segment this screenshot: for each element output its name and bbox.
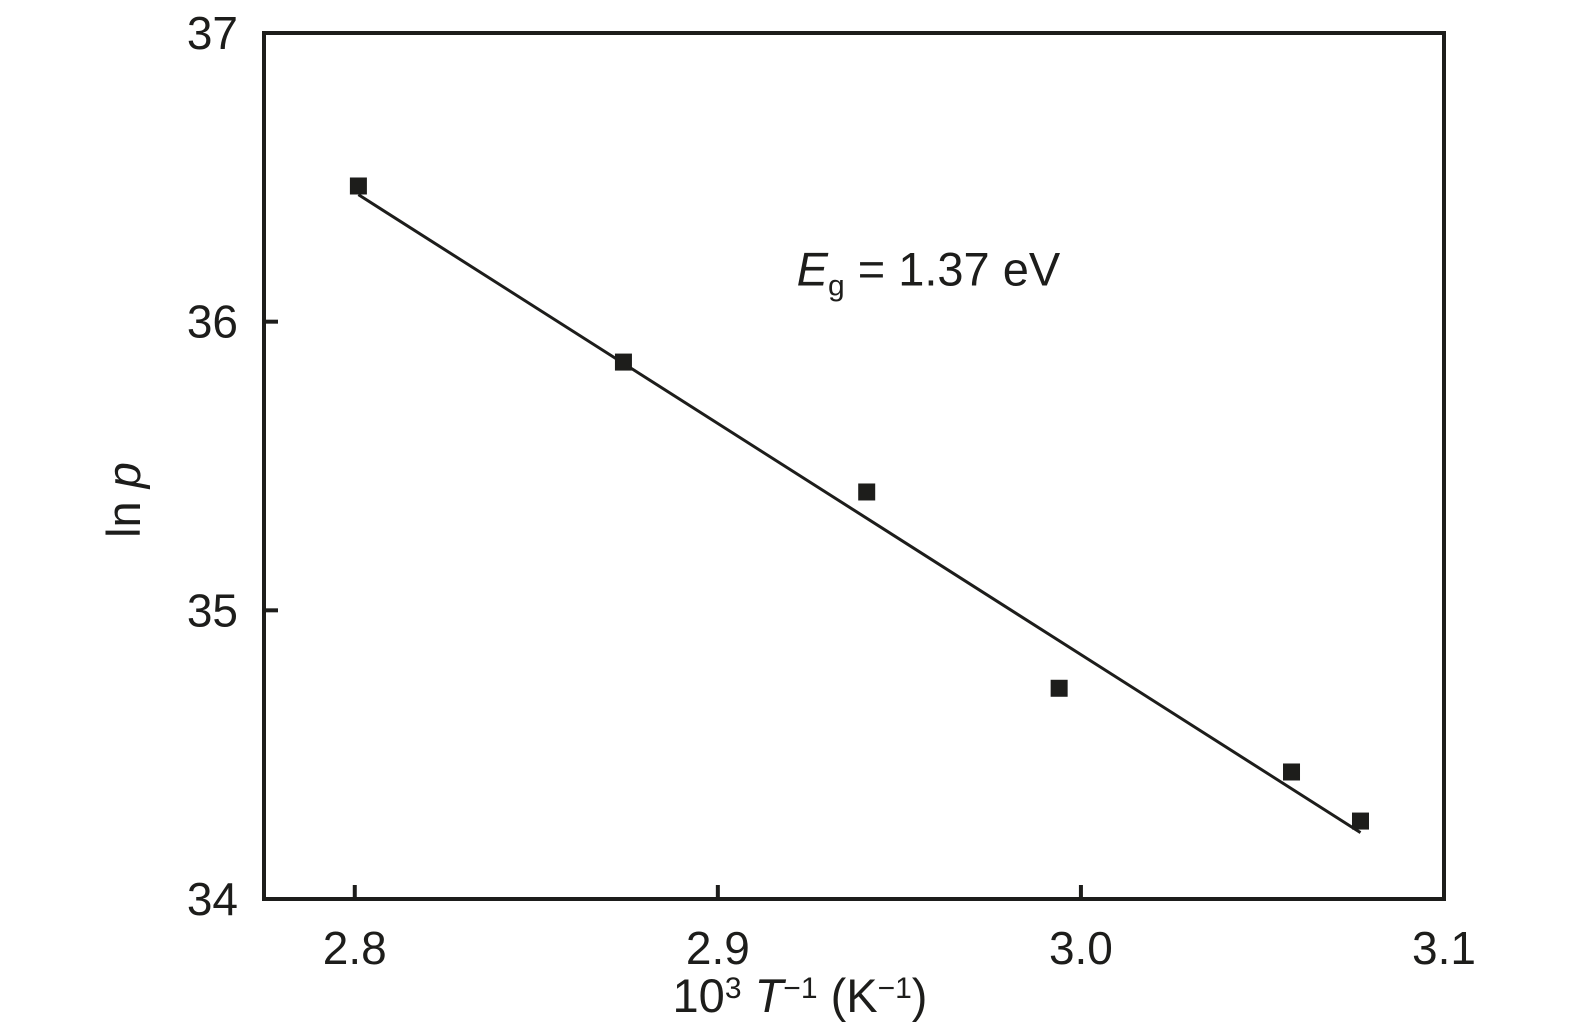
y-axis-title: ln p bbox=[97, 462, 150, 538]
y-tick-label: 36 bbox=[187, 296, 238, 348]
data-point bbox=[349, 177, 367, 195]
y-tick-label: 35 bbox=[187, 584, 238, 636]
x-tick-label: 2.9 bbox=[686, 922, 750, 974]
fit-line bbox=[357, 193, 1362, 834]
data-point bbox=[614, 353, 632, 371]
x-tick-label: 2.8 bbox=[323, 922, 387, 974]
x-axis-title: 103 T−1 (K−1) bbox=[673, 969, 928, 1022]
data-point bbox=[1351, 812, 1369, 830]
data-point bbox=[1283, 763, 1301, 781]
x-tick-label: 3.0 bbox=[1049, 922, 1113, 974]
x-tick-label: 3.1 bbox=[1412, 922, 1476, 974]
data-point bbox=[858, 483, 876, 501]
plot-frame bbox=[262, 31, 1446, 901]
y-tick-label: 37 bbox=[187, 7, 238, 59]
y-tick-label: 34 bbox=[187, 873, 238, 925]
data-point bbox=[1050, 679, 1068, 697]
annotation-band-gap: Eg = 1.37 eV bbox=[797, 243, 1061, 303]
